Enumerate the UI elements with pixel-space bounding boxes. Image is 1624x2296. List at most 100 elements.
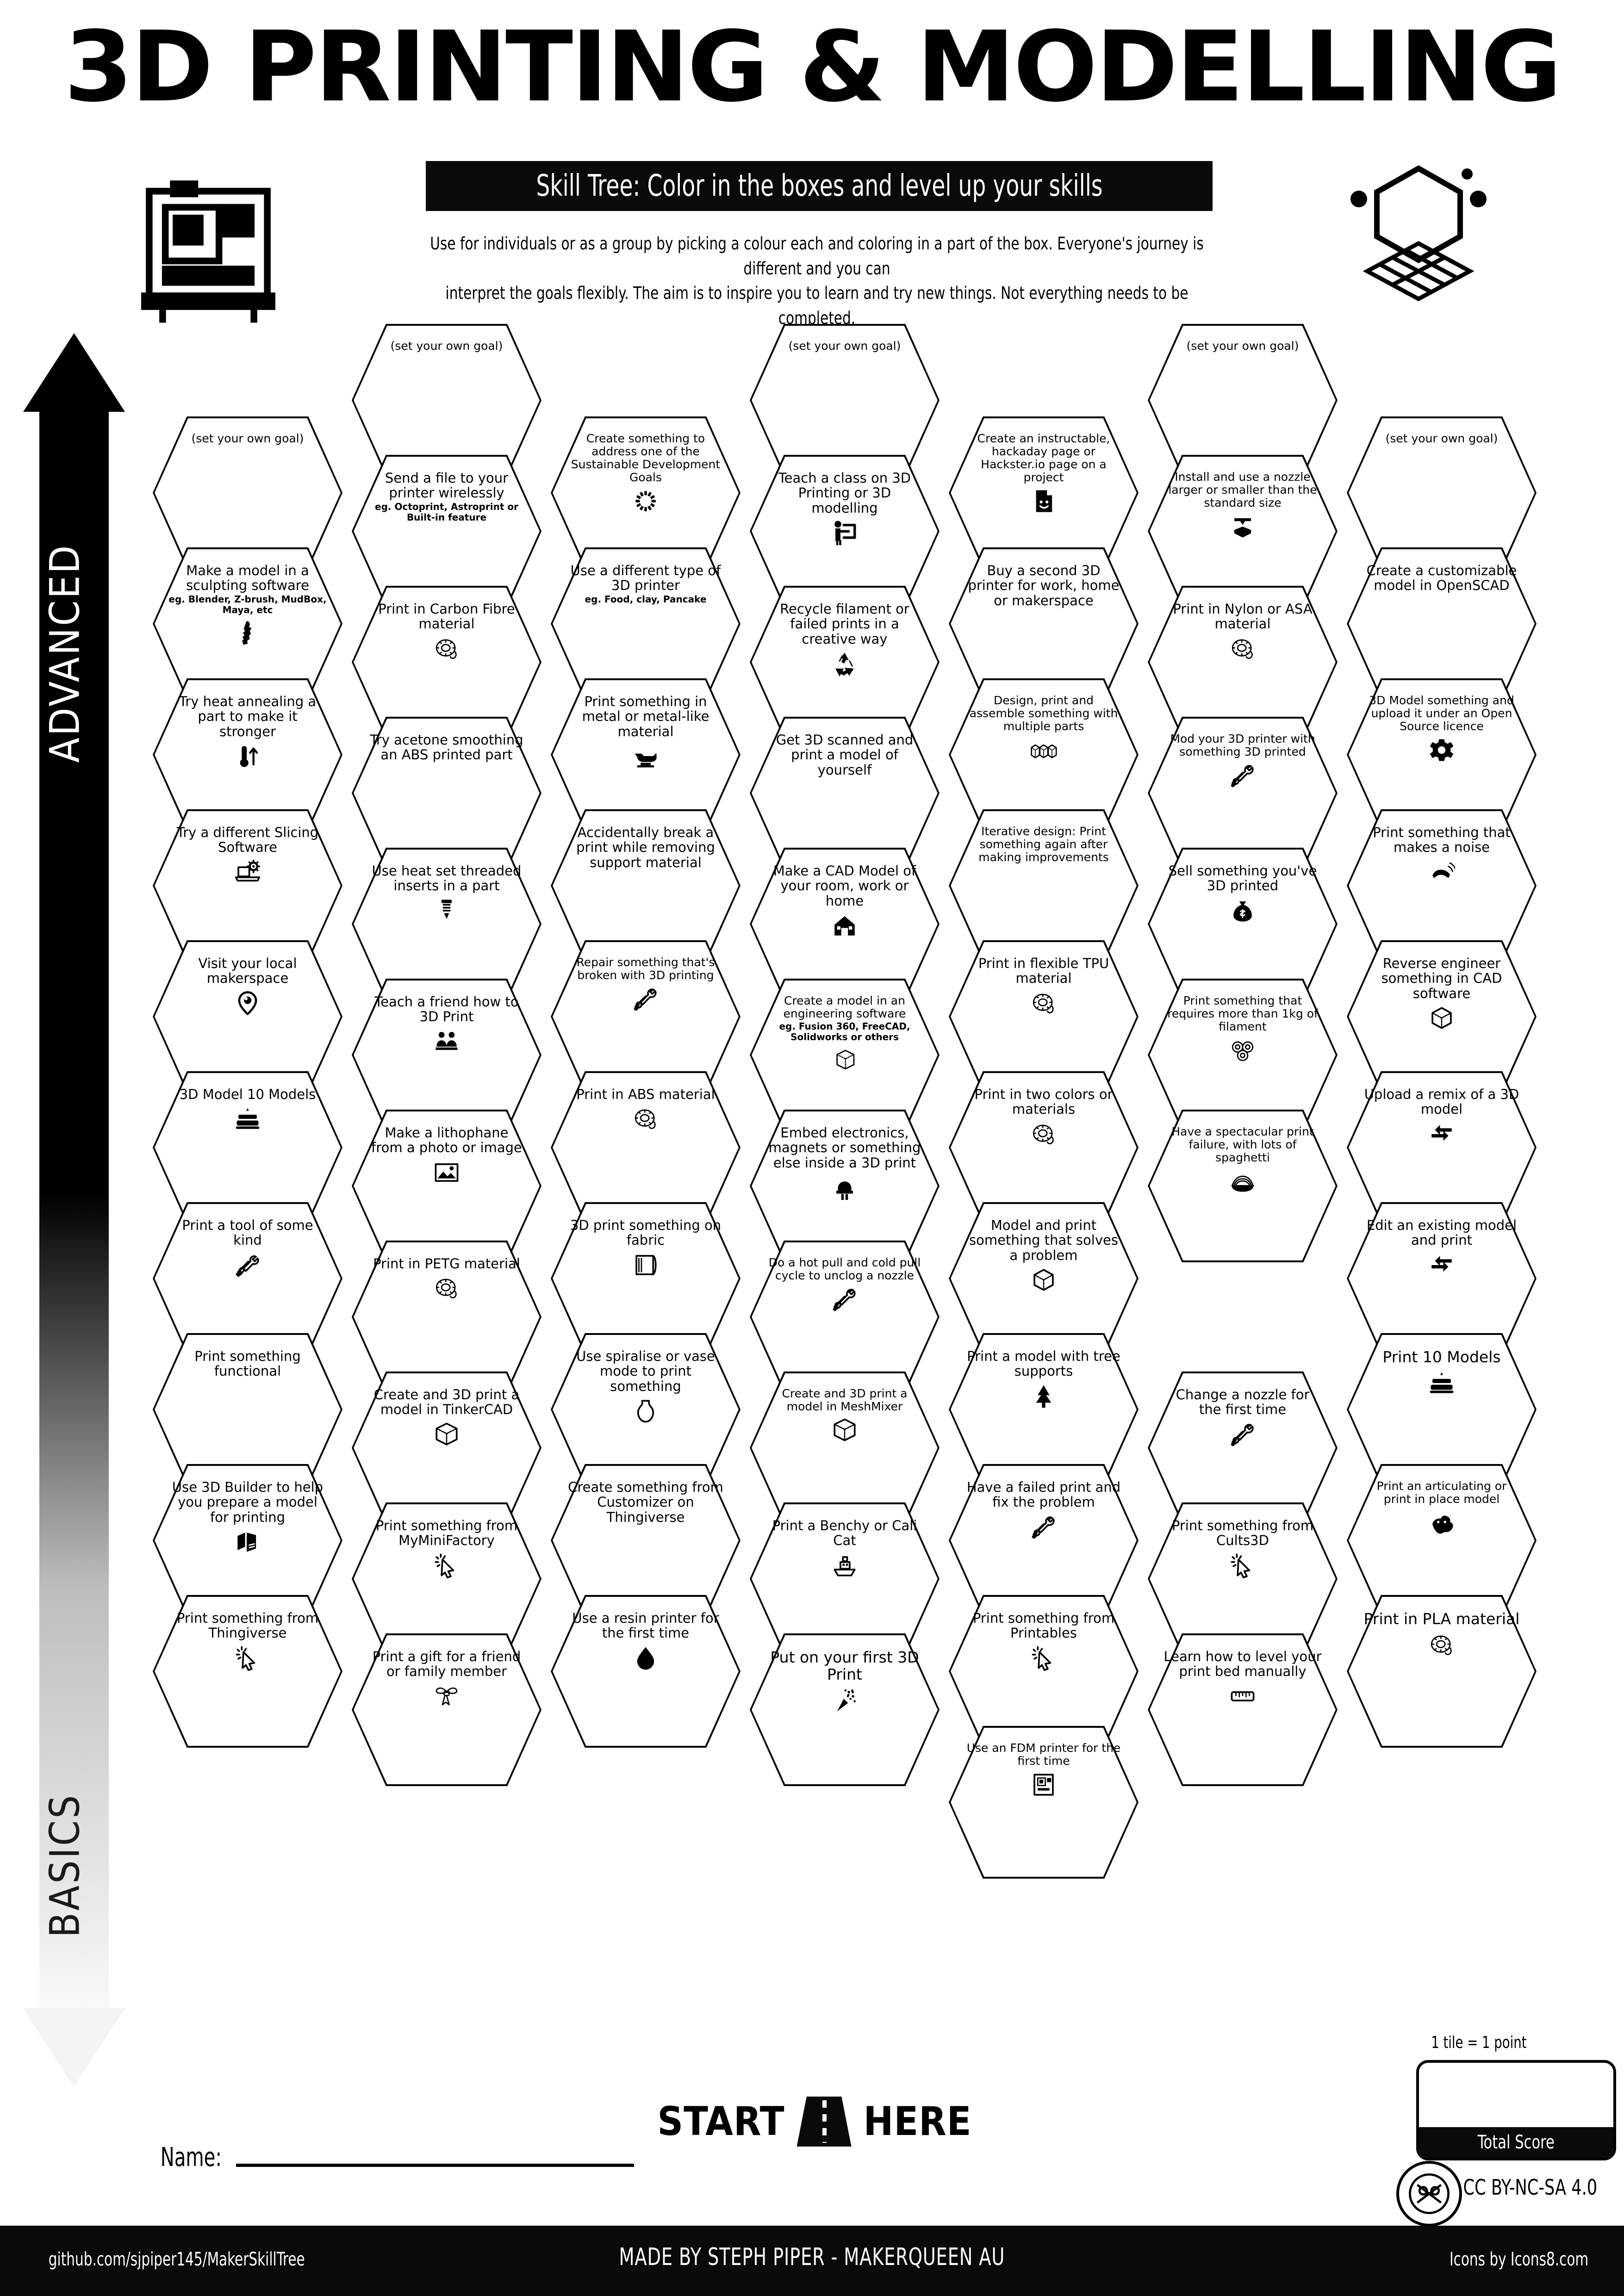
name-field[interactable]: Name: (153, 2142, 634, 2172)
skill-tile[interactable]: Print a gift for a friend or family memb… (352, 1633, 541, 1786)
anvil-icon (566, 742, 725, 770)
tile-body: Print in Carbon Fibre material (367, 602, 526, 663)
hexagon-outline (551, 1595, 740, 1748)
skill-tile[interactable]: Use a resin printer for the first time (551, 1595, 740, 1748)
skill-tile[interactable]: Print in PETG material (352, 1241, 541, 1393)
tile-body: Upload a remix of a 3D model (1363, 1087, 1521, 1148)
skill-tile[interactable]: Create something from Customizer on Thin… (551, 1464, 740, 1617)
skill-tile[interactable]: Try a different Slicing Software (153, 809, 342, 962)
noise-hand-icon (1363, 858, 1521, 887)
skill-tile[interactable]: Print in flexible TPU material (949, 940, 1139, 1093)
skill-tile[interactable]: Create a model in an engineering softwar… (750, 979, 940, 1131)
skill-tile[interactable]: (set your own goal) (352, 324, 541, 477)
skill-tile[interactable]: Edit an existing model and print (1347, 1202, 1537, 1355)
skill-tile[interactable]: Send a file to your printer wirelessly eg… (352, 455, 541, 608)
footer-github-link[interactable]: github.com/sjpiper145/MakerSkillTree (48, 2249, 305, 2270)
skill-tile[interactable]: Teach a class on 3D Printing or 3D model… (750, 455, 940, 608)
filament-spool-icon (1164, 634, 1322, 663)
skill-tile[interactable]: Upload a remix of a 3D model (1347, 1071, 1537, 1224)
footer-bar: github.com/sjpiper145/MakerSkillTree MAD… (0, 2226, 1624, 2296)
skill-tile[interactable]: Make a CAD Model of your room, work or h… (750, 848, 940, 1000)
skill-tile[interactable]: (set your own goal) (1148, 324, 1338, 477)
tile-body: Make a lithophane from a photo or image (367, 1125, 526, 1187)
tile-body: Do a hot pull and cold pull cycle to unc… (765, 1256, 924, 1314)
skill-tile[interactable]: (set your own goal) (1347, 416, 1537, 569)
skill-tile[interactable]: Print something from MyMiniFactory (352, 1502, 541, 1655)
skill-tile[interactable]: Print something from Printables (949, 1595, 1139, 1748)
skill-tile[interactable]: Accidentally break a print while removin… (551, 809, 740, 962)
skill-tile[interactable]: Do a hot pull and cold pull cycle to unc… (750, 1241, 940, 1393)
tile-label: Print in ABS material (576, 1086, 715, 1102)
skill-tile[interactable]: Teach a friend how to 3D Print (352, 979, 541, 1131)
skill-tile[interactable]: Visit your local makerspace (153, 940, 342, 1093)
tile-label: Print something that requires more than … (1167, 994, 1318, 1033)
skill-tile[interactable]: Print 10 Models (1347, 1333, 1537, 1486)
skill-tile[interactable]: Print something that makes a noise (1347, 809, 1537, 962)
skill-tile[interactable]: Sell something you've 3D printed (1148, 848, 1338, 1000)
hexagon-outline (1347, 1071, 1537, 1224)
skill-tile[interactable]: Print in ABS material (551, 1071, 740, 1224)
tile-body: Create an instructable, hackaday page or… (964, 432, 1123, 515)
skill-tile[interactable]: Print something in metal or metal-like m… (551, 678, 740, 831)
skill-tile[interactable]: Use 3D Builder to help you prepare a mod… (153, 1464, 342, 1617)
skill-tile[interactable]: Create an instructable, hackaday page or… (949, 416, 1139, 569)
skill-tile[interactable]: Recycle filament or failed prints in a c… (750, 586, 940, 738)
skill-tile[interactable]: Create and 3D print a model in MeshMixer (750, 1371, 940, 1524)
skill-tile[interactable]: Install and use a nozzle larger or small… (1148, 455, 1338, 608)
tile-body: Have a failed print and fix the problem (964, 1480, 1123, 1541)
skill-tile[interactable]: Buy a second 3D printer for work, home o… (949, 547, 1139, 700)
skill-tile[interactable]: Iterative design: Print something again … (949, 809, 1139, 962)
hexagon-outline (1347, 1595, 1537, 1748)
skill-tile[interactable]: Mod your 3D printer with something 3D pr… (1148, 717, 1338, 869)
skill-tile[interactable]: (set your own goal) (750, 324, 940, 477)
skill-tile[interactable]: Print in PLA material (1347, 1595, 1537, 1748)
skill-tile[interactable]: Print something functional (153, 1333, 342, 1486)
skill-tile[interactable]: Repair something that's broken with 3D p… (551, 940, 740, 1093)
skill-tile[interactable]: Create something to address one of the S… (551, 416, 740, 569)
tile-body: (set your own goal) (367, 340, 526, 353)
skill-tile[interactable]: Make a model in a sculpting software eg. … (153, 547, 342, 700)
skill-tile[interactable]: Use heat set threaded inserts in a part (352, 848, 541, 1000)
skill-tile[interactable]: 3D print something on fabric (551, 1202, 740, 1355)
skill-tile[interactable]: Print a Benchy or Cali Cat (750, 1502, 940, 1655)
skill-tile[interactable]: Design, print and assemble something wit… (949, 678, 1139, 831)
skill-tile[interactable]: (set your own goal) (153, 416, 342, 569)
tile-body: Create and 3D print a model in MeshMixer (765, 1387, 924, 1445)
skill-tile[interactable]: Learn how to level your print bed manual… (1148, 1633, 1338, 1786)
skill-tile[interactable]: Try acetone smoothing an ABS printed par… (352, 717, 541, 869)
skill-tile[interactable]: Print a model with tree supports (949, 1333, 1139, 1486)
skill-tile[interactable]: Model and print something that solves a … (949, 1202, 1139, 1355)
tile-body: Print something functional (168, 1349, 327, 1379)
skill-tile[interactable]: Change a nozzle for the first time (1148, 1371, 1338, 1524)
skill-tile[interactable]: Get 3D scanned and print a model of your… (750, 717, 940, 869)
skill-tile[interactable]: 3D Model 10 Models (153, 1071, 342, 1224)
skill-tile[interactable]: Print an articulating or print in place … (1347, 1464, 1537, 1617)
skill-tile[interactable]: Print in two colors or materials (949, 1071, 1139, 1224)
skill-tile[interactable]: Print a tool of some kind (153, 1202, 342, 1355)
skill-tile[interactable]: Have a spectacular print failure, with l… (1148, 1110, 1338, 1262)
tile-body: Mod your 3D printer with something 3D pr… (1164, 732, 1322, 790)
skill-tile[interactable]: Create and 3D print a model in TinkerCAD (352, 1371, 541, 1524)
skill-tile[interactable]: Create a customizable model in OpenSCAD (1347, 547, 1537, 700)
skill-tile[interactable]: Use an FDM printer for the first time (949, 1726, 1139, 1879)
skill-tile[interactable]: Try heat annealing a part to make it str… (153, 678, 342, 831)
skill-tile[interactable]: Reverse engineer something in CAD softwa… (1347, 940, 1537, 1093)
skill-tile[interactable]: Print something that requires more than … (1148, 979, 1338, 1131)
tile-label: Create something from Customizer on Thin… (568, 1479, 723, 1525)
tile-label: Teach a class on 3D Printing or 3D model… (778, 470, 911, 516)
skill-tile[interactable]: Use a different type of 3D printer eg. Fo… (551, 547, 740, 700)
skill-tile[interactable]: Make a lithophane from a photo or image (352, 1110, 541, 1262)
name-input-line[interactable] (236, 2164, 634, 2167)
footer-icons-credit[interactable]: Icons by Icons8.com (1449, 2249, 1589, 2270)
skill-tile[interactable]: Print something from Thingiverse (153, 1595, 342, 1748)
tile-body: Print something from Thingiverse (168, 1611, 327, 1672)
skill-tile[interactable]: Print in Nylon or ASA material (1148, 586, 1338, 738)
skill-tile[interactable]: Have a failed print and fix the problem (949, 1464, 1139, 1617)
skill-tile[interactable]: Print something from Cults3D (1148, 1502, 1338, 1655)
skill-tile[interactable]: Use spiralise or vase mode to print some… (551, 1333, 740, 1486)
total-score-box[interactable]: Total Score (1416, 2060, 1616, 2160)
skill-tile[interactable]: Put on your first 3D Print (750, 1633, 940, 1786)
skill-tile[interactable]: Embed electronics, magnets or something … (750, 1110, 940, 1262)
skill-tile[interactable]: Print in Carbon Fibre material (352, 586, 541, 738)
skill-tile[interactable]: 3D Model something and upload it under a… (1347, 678, 1537, 831)
